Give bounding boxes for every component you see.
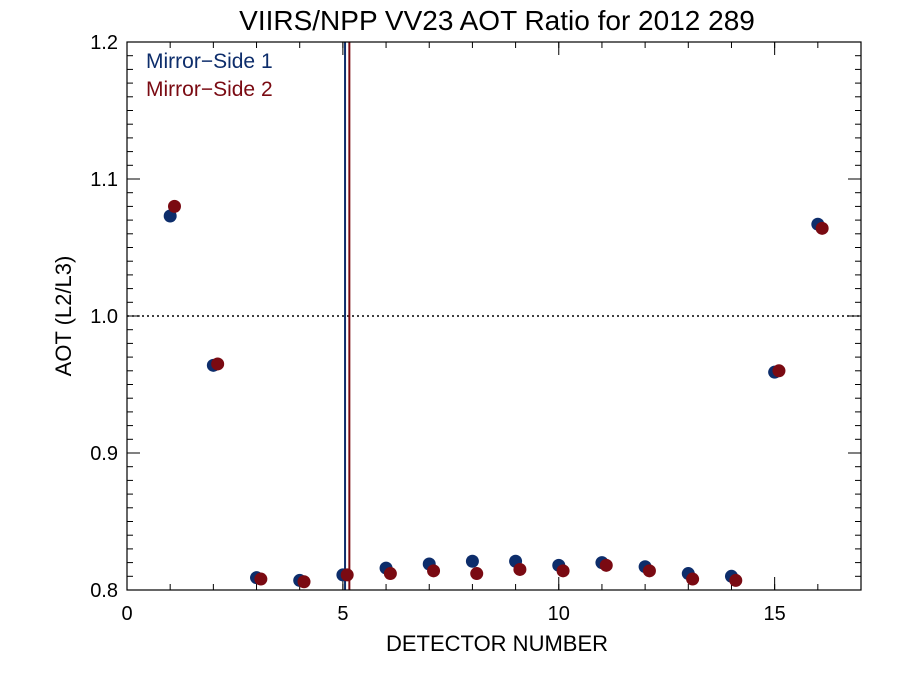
data-point-series-2 <box>167 199 181 213</box>
plot-frame <box>126 41 862 591</box>
data-point-series-2 <box>642 564 656 578</box>
data-point-series-2 <box>686 572 700 586</box>
data-point-series-2 <box>470 567 484 581</box>
y-tick-label: 0.9 <box>90 443 118 465</box>
data-point-series-2 <box>513 562 527 576</box>
y-tick-label: 1.0 <box>90 306 118 328</box>
x-tick-label: 5 <box>337 603 348 625</box>
y-tick-label: 0.8 <box>90 580 118 602</box>
data-point-series-2 <box>297 575 311 589</box>
x-tick-label: 15 <box>764 603 786 625</box>
data-point-series-2 <box>815 221 829 235</box>
y-axis-label: AOT (L2/L3) <box>51 256 76 377</box>
legend: Mirror−Side 1 Mirror−Side 2 <box>146 50 273 101</box>
data-point-series-2 <box>427 564 441 578</box>
data-point-series-2 <box>729 573 743 587</box>
x-axis-label: DETECTOR NUMBER <box>386 631 608 656</box>
plot-area: 0 5 10 15 0.8 0.9 1.0 1.1 1.2 <box>90 32 862 625</box>
data-point-series-2 <box>211 357 225 371</box>
legend-entry-mirror-side-1: Mirror−Side 1 <box>146 50 273 73</box>
x-tick-label: 0 <box>121 603 132 625</box>
y-tick-label: 1.1 <box>90 169 118 191</box>
data-point-series-1 <box>465 554 479 568</box>
legend-entry-mirror-side-2: Mirror−Side 2 <box>146 78 273 101</box>
data-point-series-2 <box>556 564 570 578</box>
data-point-series-2 <box>772 364 786 378</box>
data-point-series-2 <box>254 572 268 586</box>
data-point-series-2 <box>340 568 354 582</box>
y-tick-label: 1.2 <box>90 32 118 54</box>
data-point-series-2 <box>599 558 613 572</box>
chart-title: VIIRS/NPP VV23 AOT Ratio for 2012 289 <box>239 5 755 36</box>
data-point-series-2 <box>383 567 397 581</box>
x-tick-label: 10 <box>548 603 570 625</box>
